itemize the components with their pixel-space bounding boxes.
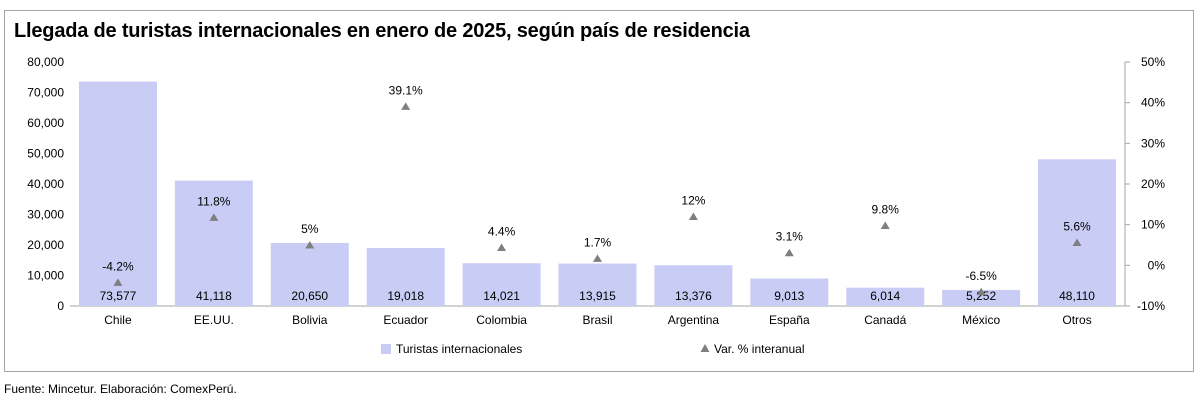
var-value-label: 4.4%	[488, 224, 516, 238]
var-value-label: -6.5%	[965, 269, 997, 283]
bar-value-label: 41,118	[196, 289, 232, 303]
x-category-label: Argentina	[668, 313, 720, 327]
bar-value-label: 73,577	[100, 289, 137, 303]
x-category-label: México	[962, 313, 1000, 327]
bar-otros	[1038, 159, 1117, 306]
bar-brasil	[558, 263, 637, 306]
x-category-label: Bolivia	[292, 313, 328, 327]
bar-value-label: 48,110	[1059, 289, 1095, 303]
bar-chile	[78, 81, 157, 306]
triangle-marker	[1072, 238, 1082, 247]
triangle-marker	[976, 287, 986, 296]
axes: 0 10,000 20,000 30,000 40,000 50,000 60,000 70,…	[27, 55, 1165, 313]
source-note: Fuente: Mincetur. Elaboración: ComexPerú…	[4, 382, 237, 396]
triangle-marker	[497, 243, 507, 251]
x-category-label: Otros	[1062, 313, 1091, 327]
bar-m-xico	[942, 289, 1021, 306]
y-right-tick-label: 0%	[1148, 258, 1166, 272]
triangle-marker	[305, 241, 315, 249]
x-category-label: Brasil	[582, 313, 612, 327]
var-value-label: 11.8%	[197, 194, 230, 208]
bar-argentina	[654, 265, 733, 306]
var-value-label: 12%	[681, 194, 705, 208]
var-value-label: 9.8%	[872, 202, 900, 216]
x-category-label: España	[769, 313, 810, 327]
var-value-label: 1.7%	[584, 235, 612, 249]
legend-swatch-bar	[381, 344, 391, 354]
y-left-tick-label: 10,000	[27, 269, 64, 283]
legend-label-var: Var. % interanual	[714, 342, 805, 356]
bar-canad-	[846, 287, 925, 306]
bar-value-label: 14,021	[483, 289, 520, 303]
bar-colombia	[462, 263, 541, 306]
bar-ecuador	[366, 247, 445, 306]
legend-marker-triangle	[700, 344, 710, 352]
y-right-tick-label: -10%	[1137, 299, 1165, 313]
var-value-label: 39.1%	[389, 83, 423, 97]
y-right-tick-label: 10%	[1141, 218, 1165, 232]
bar-value-label: 20,650	[291, 289, 328, 303]
y-left-tick-label: 60,000	[27, 116, 64, 130]
x-category-label: Colombia	[476, 313, 527, 327]
var-value-label: 5.6%	[1063, 220, 1091, 234]
var-value-label: 5%	[301, 222, 319, 236]
y-left-tick-label: 0	[57, 299, 64, 313]
var-value-label: 3.1%	[776, 230, 804, 244]
triangle-marker	[593, 254, 602, 262]
bar-value-label: 9,013	[774, 289, 804, 303]
bar-espa-a	[750, 278, 829, 306]
x-labels-group: Chile EE.UU. Bolivia Ecuador Colombia Brasil A…	[104, 313, 1091, 327]
triangle-marker	[880, 221, 890, 229]
bar-labels-group: 73,577 41,118 20,650 19,018 14,021 13,915 13,3…	[100, 289, 1096, 303]
legend: Turistas internacionales Var. % interanua…	[381, 342, 805, 356]
marker-labels-group: -4.2% 11.8% 5% 39.1% 4.4% 1.7% 12% 3.1% 9.8% -6.5…	[102, 83, 1091, 282]
x-category-label: Canadá	[864, 313, 906, 327]
bar-value-label: 13,915	[579, 289, 616, 303]
bar-ee-uu-	[174, 180, 253, 306]
y-left-tick-label: 40,000	[27, 177, 64, 191]
y-left-tick-label: 20,000	[27, 238, 64, 252]
chart-frame	[4, 10, 1194, 372]
y-left-tick-label: 30,000	[27, 208, 64, 222]
y-left-tick-label: 50,000	[27, 147, 64, 161]
markers-group	[113, 102, 1082, 296]
bar-bolivia	[270, 243, 349, 306]
bar-value-label: 13,376	[675, 289, 712, 303]
y-left-tick-label: 80,000	[27, 55, 64, 69]
x-category-label: Chile	[104, 313, 132, 327]
y-right-tick-label: 30%	[1141, 136, 1165, 150]
bar-value-label: 5,252	[966, 289, 996, 303]
triangle-marker	[401, 102, 411, 110]
chart-title: Llegada de turistas internacionales en e…	[14, 20, 750, 42]
bar-value-label: 6,014	[870, 289, 900, 303]
var-value-label: -4.2%	[102, 259, 134, 273]
triangle-marker	[113, 278, 123, 286]
triangle-marker	[688, 212, 698, 221]
x-category-label: EE.UU.	[194, 313, 234, 327]
bar-value-label: 19,018	[387, 289, 424, 303]
y-right-tick-label: 40%	[1141, 96, 1165, 110]
x-category-label: Ecuador	[383, 313, 428, 327]
y-right-tick-label: 20%	[1141, 177, 1165, 191]
legend-label-bar: Turistas internacionales	[396, 342, 522, 356]
y-right-tick-label: 50%	[1141, 55, 1165, 69]
triangle-marker	[209, 213, 219, 221]
bars-group	[78, 81, 1117, 306]
triangle-marker	[784, 248, 794, 257]
y-left-tick-label: 70,000	[27, 86, 64, 100]
